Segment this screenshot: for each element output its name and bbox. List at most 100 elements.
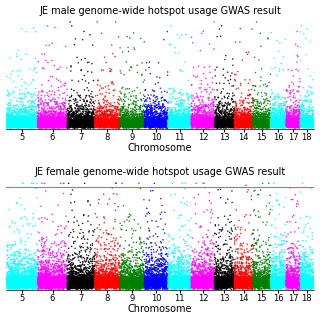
- Point: [33, 119, 38, 124]
- Point: [95, 247, 100, 252]
- Point: [177, 116, 182, 121]
- Point: [257, 244, 262, 249]
- Point: [214, 120, 219, 125]
- Point: [212, 117, 217, 122]
- Point: [143, 118, 148, 123]
- Point: [129, 276, 134, 282]
- Point: [182, 120, 187, 125]
- Point: [85, 279, 90, 284]
- Point: [61, 117, 67, 123]
- Point: [179, 124, 184, 129]
- Point: [5, 276, 10, 281]
- Point: [248, 277, 253, 282]
- Point: [153, 281, 158, 286]
- Point: [86, 116, 91, 122]
- Point: [257, 279, 262, 284]
- Point: [257, 124, 262, 129]
- Point: [58, 117, 63, 122]
- Point: [44, 100, 49, 106]
- Point: [84, 123, 89, 128]
- Point: [224, 113, 229, 118]
- Point: [25, 118, 30, 124]
- Point: [104, 109, 109, 114]
- Point: [249, 122, 254, 127]
- Point: [57, 118, 62, 124]
- Point: [296, 278, 301, 283]
- Point: [136, 280, 141, 285]
- Point: [250, 119, 255, 124]
- Point: [247, 281, 252, 286]
- Point: [11, 283, 16, 288]
- Point: [64, 277, 69, 283]
- Point: [19, 103, 24, 108]
- Point: [197, 276, 203, 281]
- Point: [293, 285, 299, 290]
- Point: [241, 281, 246, 286]
- Point: [309, 116, 314, 121]
- Point: [230, 255, 236, 260]
- Point: [122, 278, 127, 284]
- Point: [16, 280, 21, 285]
- Point: [236, 271, 241, 276]
- Point: [180, 260, 185, 266]
- Point: [11, 118, 16, 124]
- Point: [34, 278, 39, 283]
- Point: [264, 121, 269, 126]
- Point: [14, 120, 19, 125]
- Point: [264, 124, 269, 130]
- Point: [90, 283, 95, 288]
- Point: [308, 117, 313, 122]
- Point: [277, 275, 282, 280]
- Point: [286, 276, 291, 281]
- Point: [86, 107, 91, 112]
- Point: [240, 122, 245, 127]
- Point: [13, 106, 18, 111]
- Point: [119, 262, 124, 268]
- Point: [114, 283, 119, 288]
- Point: [194, 284, 199, 289]
- Point: [270, 122, 275, 127]
- Point: [266, 117, 271, 122]
- Point: [89, 282, 94, 287]
- Point: [266, 112, 271, 117]
- Point: [7, 284, 12, 289]
- Point: [154, 261, 159, 266]
- Point: [201, 280, 206, 285]
- Point: [8, 124, 13, 129]
- Point: [87, 123, 92, 128]
- Point: [225, 110, 230, 115]
- Point: [35, 118, 40, 123]
- Point: [17, 277, 22, 282]
- Point: [304, 281, 309, 286]
- Point: [244, 114, 249, 119]
- Point: [184, 119, 189, 124]
- Point: [280, 277, 285, 283]
- Point: [115, 283, 120, 288]
- Point: [137, 114, 142, 119]
- Point: [254, 115, 259, 120]
- Point: [31, 275, 36, 280]
- Point: [240, 121, 245, 126]
- Point: [60, 276, 65, 281]
- Point: [40, 280, 45, 285]
- Point: [242, 124, 247, 129]
- Point: [167, 110, 172, 115]
- Point: [302, 276, 308, 281]
- Point: [7, 278, 12, 283]
- Point: [251, 278, 256, 284]
- Point: [43, 274, 48, 279]
- Point: [106, 274, 111, 279]
- Point: [268, 101, 273, 107]
- Point: [66, 285, 71, 290]
- Point: [111, 124, 116, 129]
- Point: [10, 269, 15, 274]
- Point: [250, 111, 255, 116]
- Point: [191, 117, 196, 123]
- Point: [75, 279, 80, 284]
- Point: [213, 116, 219, 121]
- Point: [289, 117, 294, 122]
- Point: [27, 283, 32, 288]
- Point: [163, 122, 168, 127]
- Point: [37, 279, 42, 284]
- Point: [205, 121, 210, 126]
